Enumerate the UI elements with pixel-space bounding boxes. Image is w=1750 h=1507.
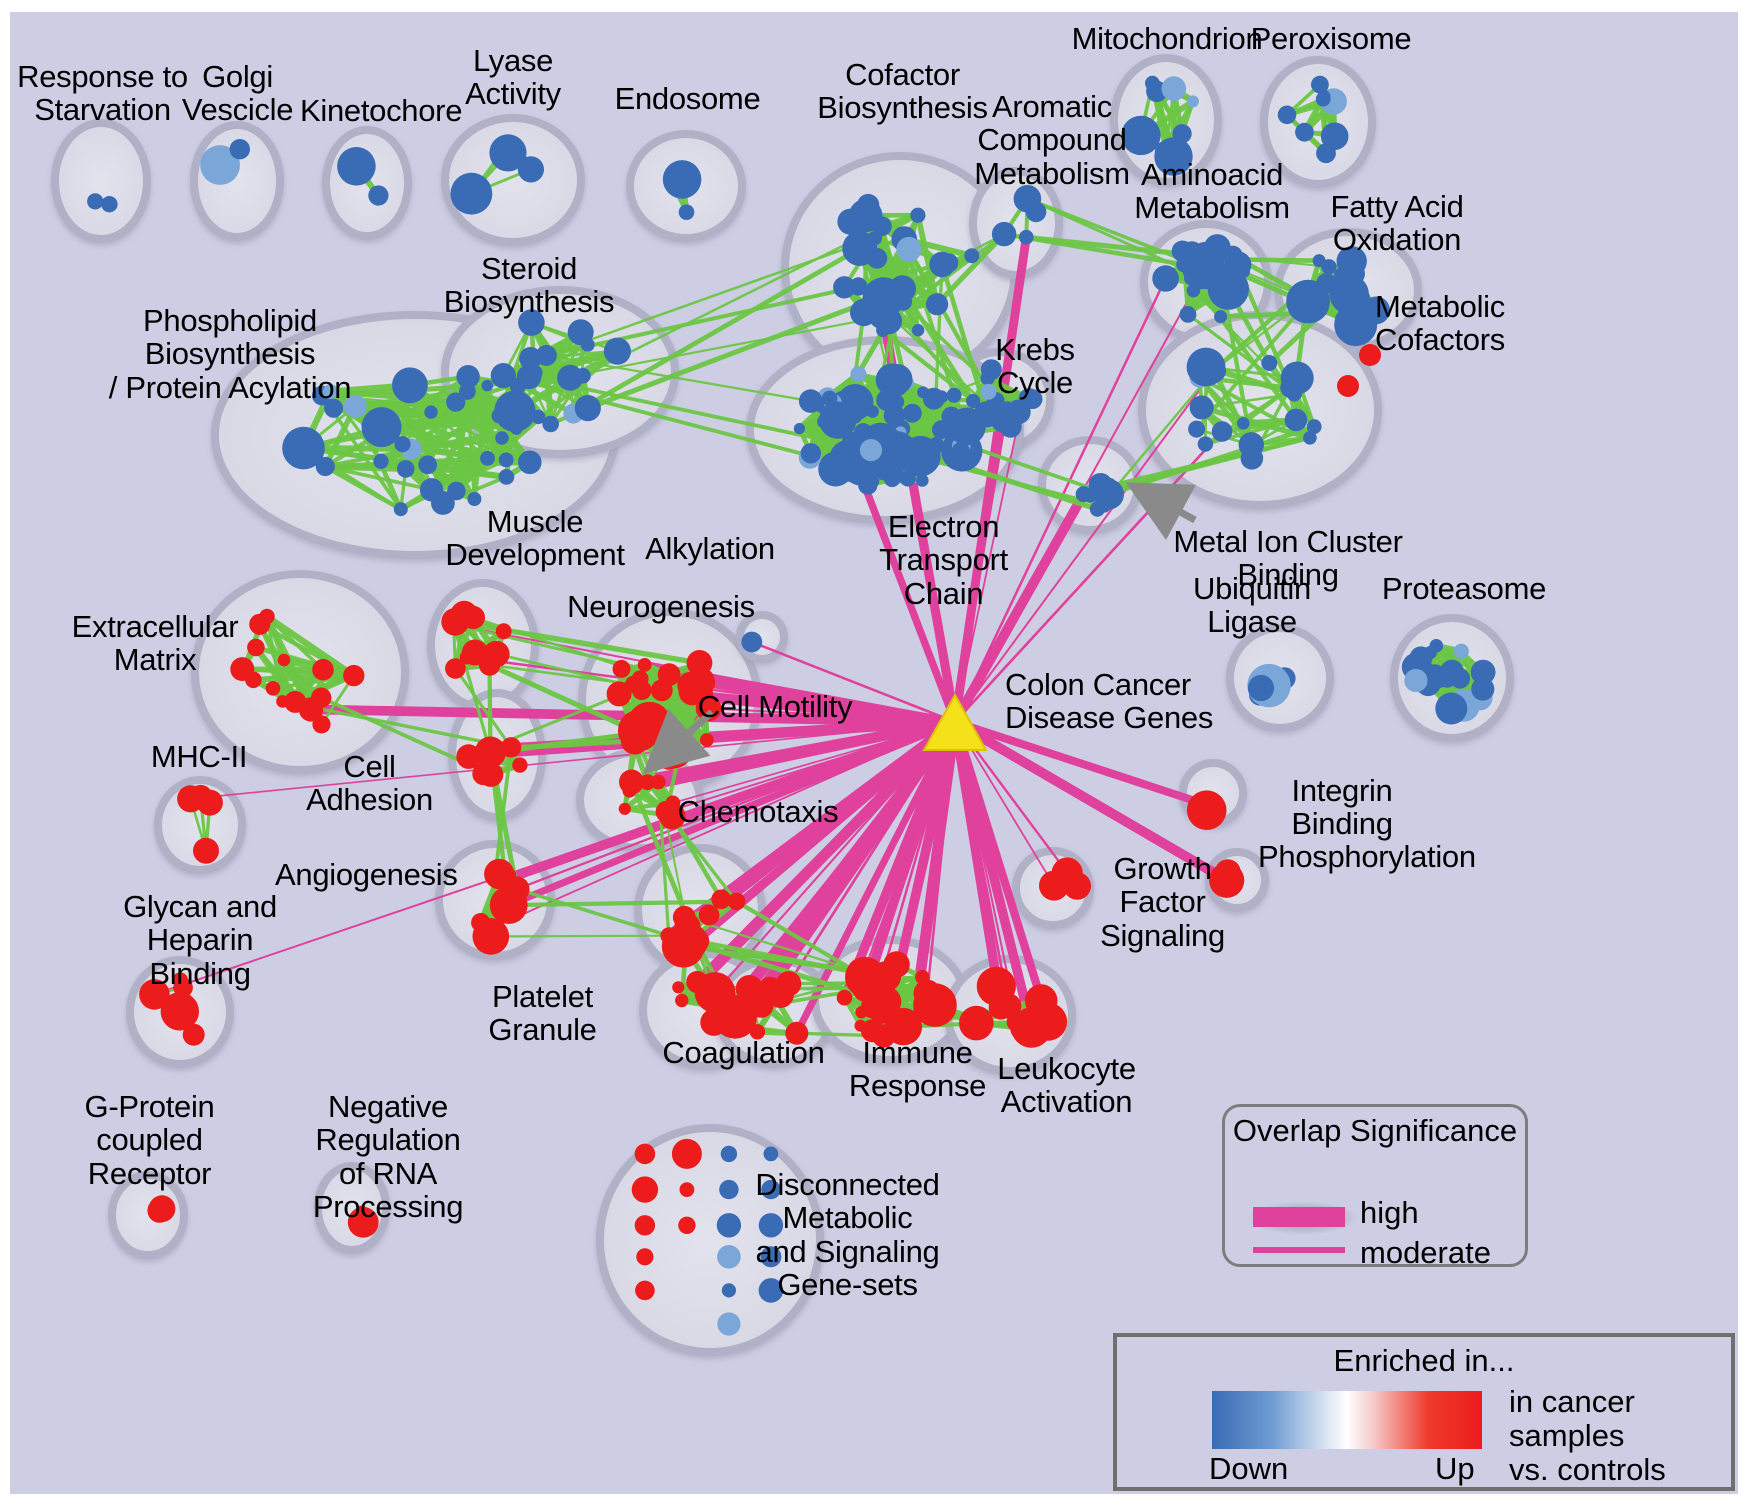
cluster-label-platelet-granule: Platelet Granule	[488, 979, 597, 1048]
cluster-label-endosome: Endosome	[614, 81, 761, 116]
cluster-label-disconnected-gene-sets: Disconnected Metabolic and Signaling Gen…	[755, 1167, 940, 1303]
overlap-legend-title: Overlap Significance	[1232, 1113, 1518, 1148]
high-label: high	[1360, 1195, 1419, 1230]
colorbar-down-label: Down	[1209, 1451, 1289, 1486]
cluster-label-fatty-acid-oxidation: Fatty Acid Oxidation	[1330, 189, 1464, 258]
cluster-label-integrin-binding: Integrin Binding	[1291, 773, 1393, 842]
high-edge-swatch	[1253, 1207, 1345, 1227]
colorbar-up-label: Up	[1435, 1451, 1475, 1486]
cluster-label-phospholipid-biosynthesis: Phospholipid Biosynthesis / Protein Acyl…	[108, 303, 352, 405]
enrichment-legend: Enriched in... Down Up in cancer samples…	[1113, 1333, 1735, 1491]
cluster-label-angiogenesis: Angiogenesis	[275, 857, 458, 892]
enrichment-legend-title: Enriched in...	[1333, 1343, 1515, 1378]
cluster-label-g-protein-coupled-receptor: G-Protein coupled Receptor	[84, 1089, 215, 1191]
moderate-label: moderate	[1360, 1235, 1491, 1270]
cluster-label-cell-adhesion: Cell Adhesion	[306, 749, 433, 818]
cluster-label-electron-transport-chain: Electron Transport Chain	[879, 509, 1008, 611]
cluster-label-proteasome: Proteasome	[1381, 571, 1547, 606]
cluster-label-metal-ion-cluster-binding: Metal Ion Cluster Binding	[1173, 524, 1403, 593]
hub-node[interactable]	[922, 692, 988, 751]
cluster-label-neurogenesis: Neurogenesis	[567, 589, 755, 624]
cluster-label-coagulation: Coagulation	[662, 1035, 825, 1070]
cluster-label-glycan-heparin-binding: Glycan and Heparin Binding	[123, 889, 277, 991]
colorbar-context-label: in cancer samples vs. controls	[1509, 1384, 1666, 1488]
cluster-label-chemotaxis: Chemotaxis	[677, 794, 839, 829]
cluster-label-mitochondrion: Mitochondrion	[1071, 21, 1263, 56]
cluster-label-response-to-starvation: Response to Starvation	[17, 59, 188, 128]
cluster-label-cofactor-biosynthesis: Cofactor Biosynthesis	[817, 57, 988, 126]
hub-label: Colon Cancer Disease Genes	[1005, 667, 1214, 736]
cluster-label-extracellular-matrix: Extracellular Matrix	[71, 609, 239, 678]
cluster-label-aromatic-compound-metabolism: Aromatic Compound Metabolism	[974, 89, 1130, 191]
cluster-label-steroid-biosynthesis: Steroid Biosynthesis	[443, 251, 615, 320]
cluster-label-kinetochore: Kinetochore	[300, 93, 463, 128]
cluster-label-aminoacid-metabolism: Aminoacid Metabolism	[1134, 157, 1290, 226]
cluster-label-metabolic-cofactors: Metabolic Cofactors	[1375, 289, 1505, 358]
annotation-arrows	[642, 482, 1197, 775]
cluster-label-mhc-ii: MHC-II	[150, 739, 248, 774]
overlap-significance-legend: Overlap Significance high moderate	[1222, 1104, 1528, 1270]
cluster-label-immune-response: Immune Response	[848, 1035, 987, 1104]
cluster-label-krebs-cycle: Krebs Cycle	[995, 332, 1075, 401]
cluster-label-negative-regulation-rna-processing: Negative Regulation of RNA Processing	[312, 1089, 464, 1225]
gene-set-nodes	[87, 75, 1496, 1336]
colorbar	[1212, 1391, 1482, 1449]
cluster-label-lyase-activity: Lyase Activity	[465, 43, 561, 112]
cluster-label-ubiquitin-ligase: Ubiquitin Ligase	[1193, 571, 1311, 640]
cluster-label-peroxisome: Peroxisome	[1250, 21, 1412, 56]
cluster-label-leukocyte-activation: Leukocyte Activation	[997, 1051, 1136, 1120]
cluster-label-muscle-development: Muscle Development	[445, 504, 625, 573]
cluster-label-phosphorylation: Phosphorylation	[1258, 839, 1476, 874]
cluster-label-alkylation: Alkylation	[645, 531, 775, 566]
cluster-label-cell-motility: Cell Motility	[697, 689, 853, 724]
cluster-label-growth-factor-signaling: Growth Factor Signaling	[1100, 851, 1225, 953]
cluster-label-golgi-vescicle: Golgi Vescicle	[181, 59, 294, 128]
moderate-edge-swatch	[1253, 1247, 1345, 1253]
